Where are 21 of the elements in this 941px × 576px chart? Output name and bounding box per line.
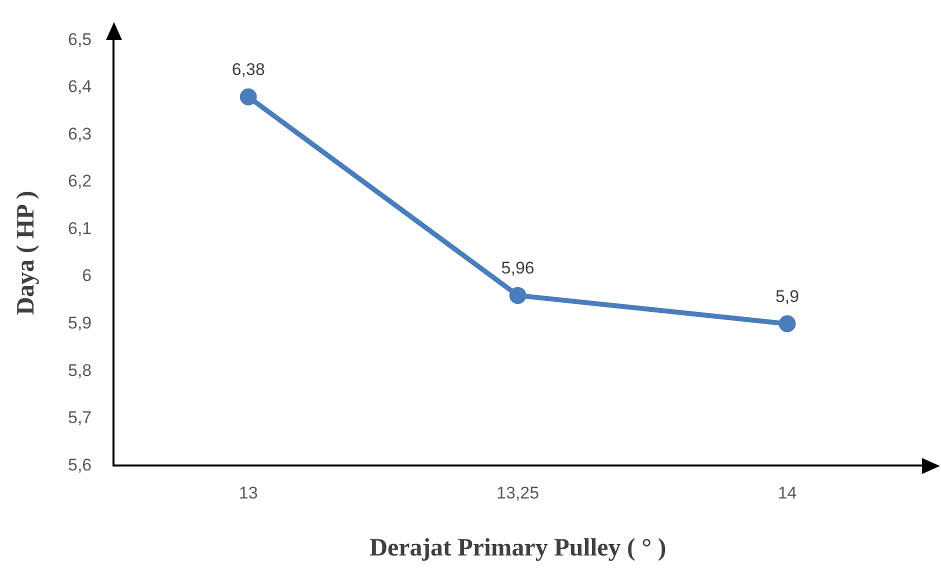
point — [778, 315, 796, 332]
x-tick-label: 13,25 — [496, 483, 540, 502]
point — [240, 88, 257, 106]
y-tick-label: 6,1 — [68, 218, 92, 238]
y-tick-label: 6,5 — [68, 30, 92, 49]
data-label: 6,38 — [232, 60, 265, 80]
y-tick-label: 6 — [82, 266, 92, 286]
y-tick-label: 6,3 — [68, 124, 92, 144]
x-axis-title: Derajat Primary Pulley ( ° ) — [369, 534, 666, 562]
y-axis-title: Daya ( HP ) — [12, 190, 40, 316]
y-tick-label: 5,8 — [68, 360, 92, 380]
y-tick-label: 6,2 — [68, 172, 92, 191]
x-tick-label: 14 — [778, 483, 797, 502]
data-label: 5,96 — [501, 258, 534, 278]
y-tick-label: 5,9 — [68, 313, 92, 332]
x-tick-label: 13 — [238, 483, 258, 502]
y-tick-label: 6,4 — [68, 77, 92, 96]
data-label: 5,9 — [775, 286, 800, 306]
y-tick-label: 5,7 — [68, 408, 92, 428]
y-tick-label: 5,6 — [68, 455, 92, 474]
point — [509, 286, 526, 304]
